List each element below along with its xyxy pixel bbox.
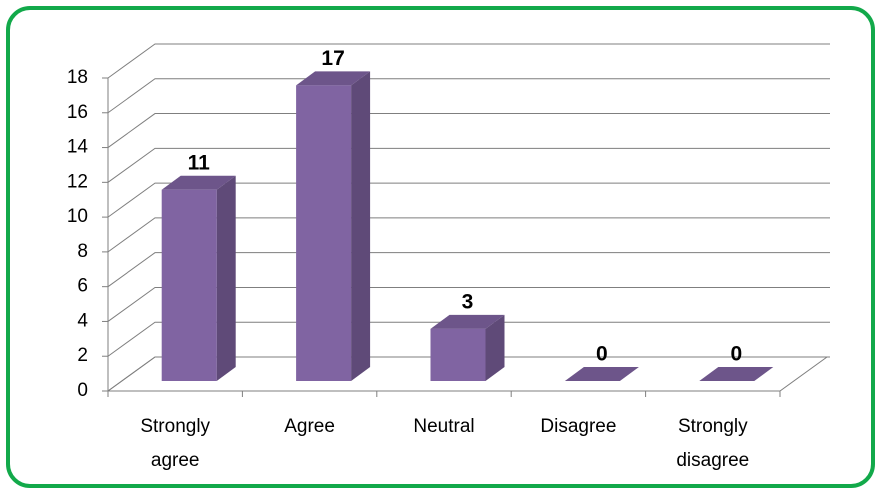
y-tick-label: 10: [67, 206, 88, 227]
bar-top: [699, 367, 774, 381]
bar-side: [351, 71, 371, 381]
grid-line: [107, 147, 830, 183]
grid-line: [107, 182, 830, 218]
bar: [699, 367, 774, 381]
x-tick-label: Disagree: [540, 416, 616, 437]
value-label: 0: [596, 343, 608, 366]
grid-line: [107, 78, 830, 114]
y-tick-label: 4: [77, 310, 88, 331]
bar: [564, 367, 639, 381]
chart-border: [6, 6, 875, 488]
value-label: 11: [188, 151, 211, 174]
bar-front: [161, 189, 217, 381]
y-tick-label: 2: [77, 345, 88, 366]
bar: [296, 71, 371, 381]
bar-front: [430, 328, 486, 381]
grid-line: [107, 217, 830, 253]
x-tick-label: Strongly disagree: [676, 416, 749, 471]
bar-side: [485, 314, 505, 381]
grid-line: [107, 252, 830, 288]
bar-top: [564, 367, 639, 381]
y-tick-label: 0: [77, 380, 88, 401]
y-tick-label: 16: [67, 102, 88, 123]
bar-front: [296, 85, 352, 381]
y-tick-label: 14: [67, 137, 89, 158]
y-tick-label: 18: [67, 67, 88, 88]
grid-line: [107, 321, 830, 357]
value-label: 17: [321, 47, 344, 70]
bar-top: [296, 71, 371, 86]
value-label: 3: [462, 290, 474, 313]
y-tick-label: 12: [67, 171, 88, 192]
grid-line: [107, 286, 830, 322]
bar-top: [430, 314, 505, 329]
x-tick-label: Agree: [284, 416, 335, 437]
x-tick-label: Strongly agree: [140, 416, 210, 471]
y-tick-label: 8: [77, 241, 88, 262]
bar: [161, 175, 236, 381]
x-tick-label: Neutral: [413, 416, 474, 437]
grid-line: [107, 43, 830, 79]
y-tick-label: 6: [77, 276, 88, 297]
value-label: 0: [730, 343, 742, 366]
grid-line: [107, 113, 830, 148]
bar: [430, 314, 505, 381]
grid-line: [107, 356, 830, 392]
bar-top: [161, 175, 236, 190]
bar-side: [216, 175, 236, 381]
